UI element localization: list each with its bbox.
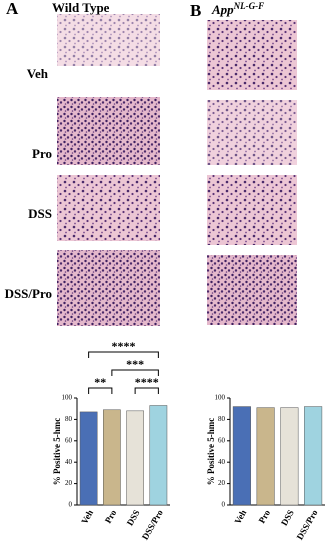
y-tick-label: 80 — [218, 415, 226, 423]
panel-letter: A — [6, 0, 19, 18]
bar — [79, 411, 98, 506]
y-tick-label: 20 — [218, 479, 226, 487]
bar — [126, 410, 144, 506]
micrograph — [57, 97, 160, 165]
micrograph — [57, 175, 160, 241]
title-main: App — [211, 2, 234, 17]
x-tick-label: DSS/Pro — [140, 508, 165, 542]
significance-label: **** — [112, 339, 136, 353]
y-tick-label: 0 — [222, 501, 226, 509]
y-tick-label: 60 — [65, 436, 73, 444]
bar — [304, 406, 323, 506]
significance-bracket — [88, 351, 159, 358]
significance-label: **** — [135, 375, 159, 389]
title-sup: NL-G-F — [233, 1, 265, 11]
significance-bracket — [134, 387, 159, 394]
y-tick-label: 20 — [65, 479, 73, 487]
micrograph — [57, 14, 160, 66]
y-tick-label: 40 — [218, 458, 226, 466]
y-tick-label: 100 — [62, 394, 73, 402]
bar — [280, 407, 299, 506]
panel-title: Wild Type — [52, 0, 110, 15]
bar — [103, 409, 121, 506]
row-label: DSS/Pro — [5, 286, 52, 301]
x-tick-label: DSS — [125, 508, 142, 527]
x-tick-label: Veh — [232, 508, 248, 526]
significance-bracket — [88, 387, 113, 394]
y-tick-label: 100 — [215, 394, 226, 402]
x-tick-label: DSS — [279, 508, 296, 527]
micrograph — [207, 100, 297, 165]
row-label: DSS — [28, 206, 52, 221]
y-tick-label: 0 — [69, 501, 73, 509]
panel-letter: B — [190, 1, 201, 20]
y-tick-label: 40 — [65, 458, 73, 466]
micrograph — [207, 20, 297, 90]
significance-label: *** — [126, 357, 144, 371]
histology — [57, 14, 297, 326]
y-axis-label: % Positive 5-hmc — [52, 418, 62, 486]
y-tick-label: 80 — [65, 415, 73, 423]
y-axis-label: % Positive 5-hmc — [206, 418, 216, 486]
significance-bracket — [111, 369, 159, 376]
row-label: Veh — [27, 66, 49, 81]
row-label: Pro — [32, 146, 52, 161]
significance-label: ** — [94, 375, 106, 389]
panel-title: AppNL-G-F — [211, 1, 264, 17]
bar — [149, 405, 168, 506]
x-tick-label: DSS/Pro — [295, 508, 320, 542]
x-tick-label: Veh — [79, 508, 95, 526]
micrograph — [207, 255, 297, 325]
y-tick-label: 60 — [218, 436, 226, 444]
x-tick-label: Pro — [103, 508, 119, 525]
micrograph — [207, 175, 297, 245]
micrograph — [57, 250, 160, 326]
x-tick-label: Pro — [257, 508, 273, 525]
bar — [232, 406, 251, 506]
bar — [256, 407, 275, 506]
